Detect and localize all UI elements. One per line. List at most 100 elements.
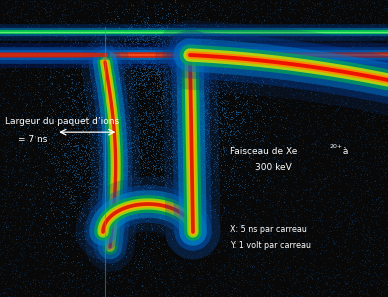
Point [92, 93, 99, 97]
Point [320, 8, 326, 13]
Point [192, 138, 199, 142]
Point [369, 105, 375, 110]
Point [201, 63, 207, 67]
Point [223, 115, 229, 119]
Point [78, 168, 84, 173]
Point [88, 78, 94, 83]
Point [168, 181, 174, 186]
Point [35, 173, 41, 177]
Point [76, 75, 82, 80]
Point [116, 26, 122, 30]
Point [188, 131, 194, 136]
Point [191, 225, 197, 230]
Point [345, 97, 351, 101]
Point [279, 80, 286, 85]
Point [58, 174, 64, 179]
Point [221, 110, 227, 114]
Point [186, 200, 192, 205]
Point [217, 141, 223, 146]
Point [133, 215, 139, 220]
Point [190, 127, 196, 132]
Point [81, 0, 87, 5]
Point [218, 41, 224, 45]
Point [374, 138, 380, 143]
Point [189, 210, 196, 215]
Point [47, 26, 53, 31]
Point [37, 29, 43, 34]
Point [229, 207, 236, 212]
Point [189, 156, 196, 160]
Point [147, 115, 153, 119]
Point [41, 276, 47, 280]
Point [182, 25, 188, 30]
Point [92, 0, 98, 5]
Point [146, 56, 152, 61]
Point [165, 174, 171, 179]
Point [159, 101, 166, 106]
Point [365, 186, 372, 191]
Point [99, 58, 105, 63]
Point [111, 137, 117, 141]
Point [31, 158, 37, 163]
Point [132, 128, 138, 133]
Point [197, 177, 203, 182]
Point [145, 246, 151, 251]
Point [59, 72, 65, 77]
Point [41, 36, 47, 41]
Point [99, 0, 106, 3]
Point [170, 38, 177, 43]
Point [64, 214, 70, 219]
Point [102, 125, 108, 129]
Point [88, 93, 95, 98]
Point [272, 44, 279, 49]
Point [235, 247, 241, 252]
Point [229, 109, 235, 114]
Point [87, 122, 94, 127]
Point [213, 192, 220, 197]
Point [125, 65, 131, 70]
Point [35, 35, 41, 40]
Point [201, 49, 207, 54]
Point [1, 66, 7, 71]
Point [198, 228, 204, 232]
Point [80, 210, 87, 214]
Point [78, 205, 85, 210]
Point [77, 89, 83, 93]
Point [23, 67, 29, 71]
Point [142, 146, 148, 151]
Point [121, 147, 127, 152]
Point [69, 11, 76, 16]
Point [38, 27, 44, 32]
Point [305, 12, 312, 17]
Point [120, 193, 126, 198]
Point [365, 235, 372, 240]
Point [276, 85, 282, 90]
Point [212, 7, 218, 12]
Point [271, 18, 277, 22]
Point [35, 196, 42, 201]
Point [215, 69, 222, 73]
Point [158, 48, 164, 53]
Point [142, 100, 149, 105]
Point [379, 118, 386, 122]
Point [143, 48, 149, 53]
Point [69, 80, 75, 85]
Point [134, 39, 140, 43]
Point [29, 10, 35, 15]
Point [302, 167, 308, 171]
Point [233, 271, 239, 276]
Point [146, 34, 152, 39]
Point [154, 33, 161, 37]
Point [259, 99, 265, 103]
Point [15, 209, 21, 214]
Point [192, 69, 198, 73]
Point [143, 251, 149, 256]
Point [128, 21, 134, 26]
Point [360, 204, 366, 209]
Point [362, 189, 368, 194]
Point [59, 250, 65, 255]
Point [203, 146, 209, 150]
Point [86, 256, 92, 261]
Point [140, 223, 146, 228]
Point [142, 60, 149, 64]
